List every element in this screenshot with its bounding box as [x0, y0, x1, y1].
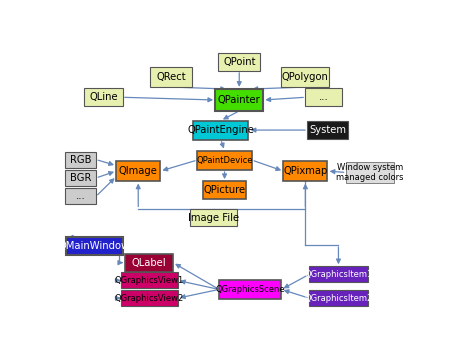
Text: QMainWindow: QMainWindow — [59, 241, 130, 251]
Text: QGraphicsItem2: QGraphicsItem2 — [304, 294, 373, 303]
Text: QGraphicsScene: QGraphicsScene — [216, 285, 285, 294]
Text: QRect: QRect — [156, 72, 186, 82]
FancyBboxPatch shape — [346, 162, 393, 183]
FancyBboxPatch shape — [65, 170, 96, 186]
Text: BGR: BGR — [70, 173, 91, 183]
Text: System: System — [309, 125, 346, 135]
FancyBboxPatch shape — [150, 66, 192, 87]
Text: QGraphicsItem1: QGraphicsItem1 — [304, 270, 373, 279]
FancyBboxPatch shape — [65, 152, 96, 168]
Text: QPaintDevice: QPaintDevice — [196, 155, 253, 165]
FancyBboxPatch shape — [190, 209, 237, 226]
Text: QPicture: QPicture — [203, 185, 246, 195]
FancyBboxPatch shape — [65, 188, 96, 204]
FancyBboxPatch shape — [116, 161, 160, 181]
FancyBboxPatch shape — [203, 181, 246, 199]
FancyBboxPatch shape — [219, 280, 282, 299]
FancyBboxPatch shape — [121, 273, 178, 288]
Text: ...: ... — [76, 191, 85, 201]
Text: Image File: Image File — [188, 213, 239, 223]
Text: QGraphicsView2: QGraphicsView2 — [115, 294, 184, 303]
Text: QPolygon: QPolygon — [282, 72, 329, 82]
Text: ...: ... — [319, 92, 328, 102]
FancyBboxPatch shape — [218, 53, 260, 71]
Text: QPainter: QPainter — [218, 95, 261, 105]
FancyBboxPatch shape — [66, 237, 123, 255]
FancyBboxPatch shape — [283, 161, 328, 181]
FancyBboxPatch shape — [305, 88, 342, 106]
Text: QImage: QImage — [119, 166, 158, 176]
Text: QLabel: QLabel — [132, 258, 166, 268]
Text: QPixmap: QPixmap — [283, 166, 328, 176]
FancyBboxPatch shape — [282, 66, 329, 87]
FancyBboxPatch shape — [125, 254, 173, 272]
FancyBboxPatch shape — [309, 267, 368, 282]
Text: Window system
managed colors: Window system managed colors — [336, 163, 403, 182]
FancyBboxPatch shape — [121, 290, 178, 306]
FancyBboxPatch shape — [309, 290, 368, 306]
Text: QLine: QLine — [89, 92, 118, 102]
FancyBboxPatch shape — [307, 121, 347, 139]
FancyBboxPatch shape — [215, 89, 263, 111]
FancyBboxPatch shape — [84, 88, 123, 106]
FancyBboxPatch shape — [193, 120, 248, 140]
Text: QPaintEngine: QPaintEngine — [187, 125, 255, 135]
FancyBboxPatch shape — [197, 151, 252, 170]
Text: QGraphicsView1: QGraphicsView1 — [115, 276, 184, 285]
Text: QPoint: QPoint — [223, 57, 255, 67]
Text: RGB: RGB — [70, 154, 91, 165]
